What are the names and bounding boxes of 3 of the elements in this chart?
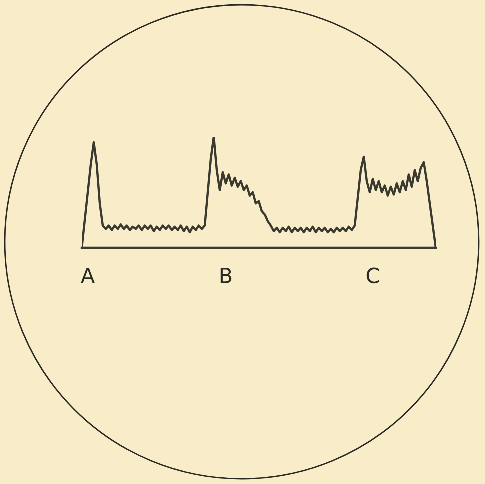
x-tick-label: A xyxy=(81,268,95,284)
x-tick-label: B xyxy=(220,268,232,284)
x-tick-label: C xyxy=(366,268,380,284)
